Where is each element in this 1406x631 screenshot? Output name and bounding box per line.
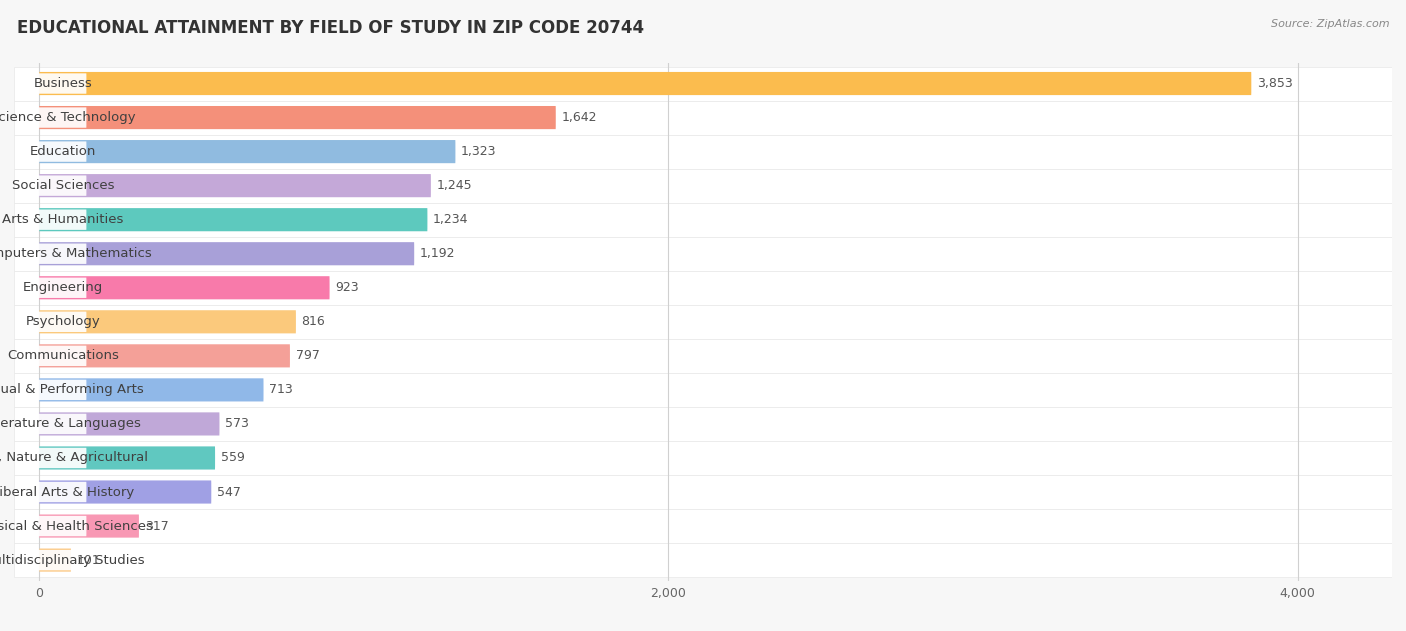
FancyBboxPatch shape — [39, 276, 329, 299]
FancyBboxPatch shape — [39, 413, 219, 435]
FancyBboxPatch shape — [14, 66, 1392, 100]
Text: Arts & Humanities: Arts & Humanities — [3, 213, 124, 226]
Text: Physical & Health Sciences: Physical & Health Sciences — [0, 519, 153, 533]
Text: Literature & Languages: Literature & Languages — [0, 418, 141, 430]
FancyBboxPatch shape — [39, 174, 430, 198]
FancyBboxPatch shape — [37, 346, 86, 366]
FancyBboxPatch shape — [39, 208, 427, 232]
Text: Psychology: Psychology — [25, 316, 100, 328]
Text: 797: 797 — [295, 350, 319, 362]
Text: Business: Business — [34, 77, 93, 90]
FancyBboxPatch shape — [14, 509, 1392, 543]
Text: 559: 559 — [221, 451, 245, 464]
Text: Visual & Performing Arts: Visual & Performing Arts — [0, 384, 145, 396]
FancyBboxPatch shape — [39, 140, 456, 163]
Text: Education: Education — [30, 145, 96, 158]
Text: 3,853: 3,853 — [1257, 77, 1292, 90]
FancyBboxPatch shape — [37, 414, 86, 434]
Text: 1,642: 1,642 — [561, 111, 598, 124]
FancyBboxPatch shape — [39, 514, 139, 538]
Text: Social Sciences: Social Sciences — [11, 179, 114, 192]
Text: 1,234: 1,234 — [433, 213, 468, 226]
FancyBboxPatch shape — [14, 271, 1392, 305]
FancyBboxPatch shape — [14, 373, 1392, 407]
FancyBboxPatch shape — [14, 237, 1392, 271]
FancyBboxPatch shape — [39, 480, 211, 504]
FancyBboxPatch shape — [14, 543, 1392, 577]
Text: 101: 101 — [77, 553, 100, 567]
Text: 923: 923 — [335, 281, 359, 294]
FancyBboxPatch shape — [39, 106, 555, 129]
FancyBboxPatch shape — [37, 448, 86, 468]
FancyBboxPatch shape — [37, 107, 86, 127]
Text: Source: ZipAtlas.com: Source: ZipAtlas.com — [1271, 19, 1389, 29]
Text: Bio, Nature & Agricultural: Bio, Nature & Agricultural — [0, 451, 148, 464]
Text: 713: 713 — [269, 384, 292, 396]
Text: EDUCATIONAL ATTAINMENT BY FIELD OF STUDY IN ZIP CODE 20744: EDUCATIONAL ATTAINMENT BY FIELD OF STUDY… — [17, 19, 644, 37]
Text: Computers & Mathematics: Computers & Mathematics — [0, 247, 152, 260]
FancyBboxPatch shape — [37, 278, 86, 298]
Text: Engineering: Engineering — [22, 281, 103, 294]
Text: 573: 573 — [225, 418, 249, 430]
FancyBboxPatch shape — [37, 175, 86, 196]
FancyBboxPatch shape — [37, 141, 86, 162]
FancyBboxPatch shape — [14, 168, 1392, 203]
Text: Liberal Arts & History: Liberal Arts & History — [0, 485, 134, 498]
Text: 547: 547 — [217, 485, 240, 498]
Text: 1,192: 1,192 — [420, 247, 456, 260]
FancyBboxPatch shape — [14, 134, 1392, 168]
FancyBboxPatch shape — [39, 310, 295, 333]
FancyBboxPatch shape — [14, 407, 1392, 441]
FancyBboxPatch shape — [14, 339, 1392, 373]
FancyBboxPatch shape — [37, 209, 86, 230]
Text: 816: 816 — [302, 316, 325, 328]
FancyBboxPatch shape — [39, 379, 263, 401]
FancyBboxPatch shape — [14, 203, 1392, 237]
FancyBboxPatch shape — [37, 550, 86, 570]
FancyBboxPatch shape — [39, 345, 290, 367]
FancyBboxPatch shape — [14, 305, 1392, 339]
FancyBboxPatch shape — [39, 446, 215, 469]
FancyBboxPatch shape — [37, 73, 86, 94]
FancyBboxPatch shape — [39, 72, 1251, 95]
Text: Science & Technology: Science & Technology — [0, 111, 135, 124]
FancyBboxPatch shape — [39, 242, 415, 265]
FancyBboxPatch shape — [37, 516, 86, 536]
FancyBboxPatch shape — [14, 441, 1392, 475]
Text: 1,245: 1,245 — [436, 179, 472, 192]
FancyBboxPatch shape — [14, 100, 1392, 134]
FancyBboxPatch shape — [14, 475, 1392, 509]
FancyBboxPatch shape — [37, 244, 86, 264]
FancyBboxPatch shape — [37, 312, 86, 332]
FancyBboxPatch shape — [39, 548, 70, 572]
Text: Communications: Communications — [7, 350, 118, 362]
Text: 1,323: 1,323 — [461, 145, 496, 158]
FancyBboxPatch shape — [37, 482, 86, 502]
Text: Multidisciplinary Studies: Multidisciplinary Studies — [0, 553, 145, 567]
Text: 317: 317 — [145, 519, 169, 533]
FancyBboxPatch shape — [37, 380, 86, 400]
